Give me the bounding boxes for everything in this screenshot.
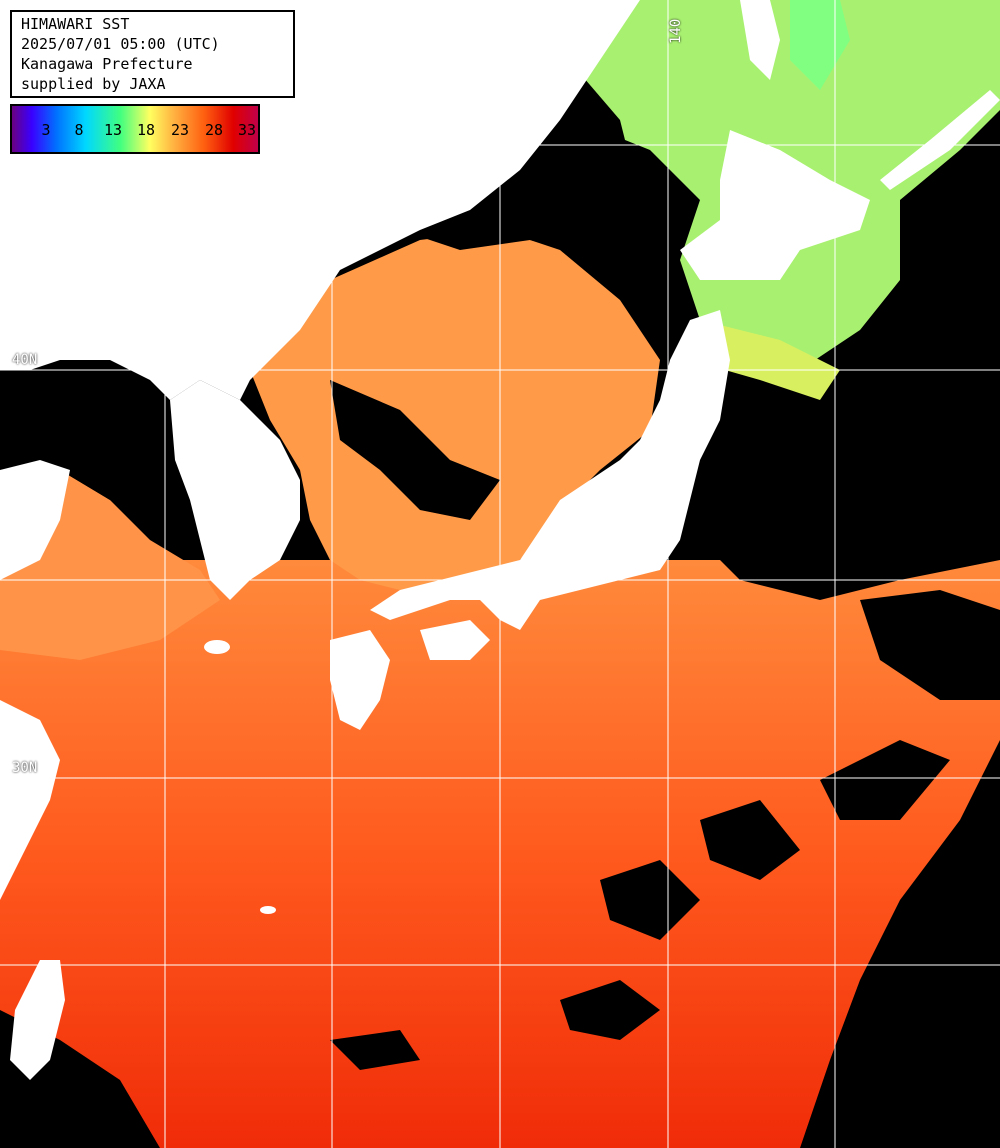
cloud-mass-pacific-east [690,360,1000,600]
cloud-band-se [800,740,1000,1148]
scale-tick: 18 [136,121,156,139]
jeju-island [204,640,230,654]
sea-of-japan [250,230,660,590]
okinawa-island [260,906,276,914]
lat-label-40: 40N [12,352,38,368]
cloud-patch-7 [860,590,1000,700]
lon-label-140: 140 [668,18,684,44]
sakhalin [740,0,780,80]
kyushu [330,630,390,730]
china-coast-south [0,700,60,900]
color-scale: 3 8 13 18 23 28 33 [10,104,260,154]
cloud-mass-west [0,380,170,520]
cloud-patch-6 [330,1030,420,1070]
cloud-mass-sea-of-japan [330,380,500,520]
lat-label-30: 30N [12,760,38,776]
taiwan [10,960,65,1080]
title: HIMAWARI SST [21,15,130,33]
credit-label: supplied by JAXA [21,75,166,93]
shikoku [420,620,490,660]
scale-tick: 8 [74,121,84,139]
kuril-islands [880,90,1000,190]
scale-tick: 13 [103,121,123,139]
cloud-patch-5 [560,980,660,1040]
scale-tick: 3 [41,121,51,139]
scale-tick: 28 [204,121,224,139]
scale-tick: 33 [237,121,257,139]
region-label: Kanagawa Prefecture [21,55,193,73]
cloud-patch-3 [820,740,950,820]
scale-tick: 23 [170,121,190,139]
cloud-patch-1 [600,860,700,940]
cloud-patch-2 [700,800,800,880]
korean-peninsula [170,380,300,600]
china-coast [0,460,70,580]
hokkaido [680,130,870,280]
info-box: HIMAWARI SST 2025/07/01 05:00 (UTC) Kana… [10,10,295,98]
honshu [370,310,730,630]
mainland-asia [0,0,640,400]
timestamp: 2025/07/01 05:00 (UTC) [21,35,220,53]
